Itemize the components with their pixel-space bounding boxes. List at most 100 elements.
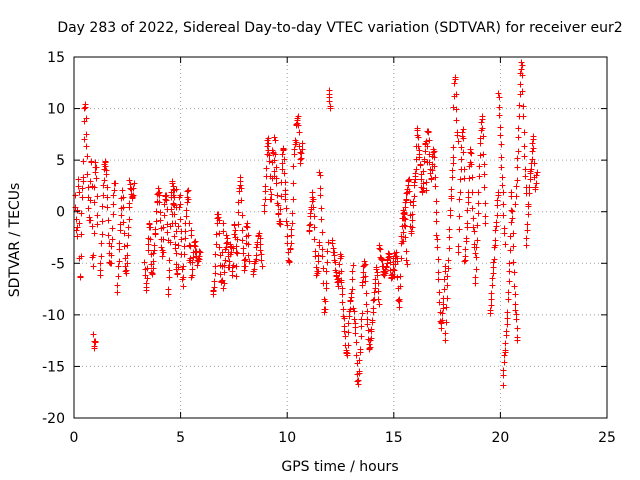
data-point bbox=[152, 226, 159, 233]
data-point bbox=[375, 280, 382, 287]
data-point bbox=[171, 233, 178, 240]
data-point bbox=[533, 180, 540, 187]
data-point bbox=[278, 193, 285, 200]
data-point bbox=[229, 268, 236, 275]
data-point bbox=[488, 296, 495, 303]
data-point bbox=[77, 274, 84, 281]
data-point bbox=[385, 250, 392, 257]
data-point bbox=[520, 103, 527, 110]
data-point bbox=[470, 215, 477, 222]
data-point bbox=[519, 72, 526, 79]
data-point bbox=[338, 279, 345, 286]
data-point bbox=[251, 266, 258, 273]
tick-labels: 0 5 10 15 20 25 -20 -15 -10 -5 0 5 10 15 bbox=[42, 50, 616, 446]
data-point bbox=[311, 213, 318, 220]
data-point bbox=[324, 259, 331, 266]
data-point bbox=[175, 223, 182, 230]
data-point bbox=[114, 282, 121, 289]
data-point bbox=[403, 196, 410, 203]
data-point bbox=[175, 264, 182, 271]
data-point bbox=[290, 196, 297, 203]
data-point bbox=[268, 191, 275, 198]
data-point bbox=[462, 253, 469, 260]
data-point bbox=[498, 154, 505, 161]
data-point bbox=[349, 276, 356, 283]
data-point bbox=[438, 320, 445, 327]
data-point bbox=[157, 217, 164, 224]
data-point bbox=[425, 129, 432, 136]
data-point bbox=[90, 331, 97, 338]
data-point bbox=[319, 253, 326, 260]
data-point bbox=[372, 276, 379, 283]
data-point bbox=[263, 165, 270, 172]
data-point bbox=[481, 184, 488, 191]
data-point bbox=[212, 270, 219, 277]
data-point bbox=[347, 297, 354, 304]
data-point bbox=[143, 284, 150, 291]
data-point bbox=[105, 232, 112, 239]
data-point bbox=[291, 146, 298, 153]
data-point bbox=[114, 289, 121, 296]
data-point bbox=[116, 246, 123, 253]
data-point bbox=[261, 208, 268, 215]
data-point bbox=[166, 267, 173, 274]
x-tick-label: 20 bbox=[491, 430, 509, 446]
data-point bbox=[316, 169, 323, 176]
data-point bbox=[118, 212, 125, 219]
data-point bbox=[182, 228, 189, 235]
data-point bbox=[160, 249, 167, 256]
data-point bbox=[307, 210, 314, 217]
data-point bbox=[397, 283, 404, 290]
data-point bbox=[120, 194, 127, 201]
data-point bbox=[295, 122, 302, 129]
data-point bbox=[424, 143, 431, 150]
data-point bbox=[257, 235, 264, 242]
data-point bbox=[402, 234, 409, 241]
data-point bbox=[84, 153, 91, 160]
data-point bbox=[177, 216, 184, 223]
data-point bbox=[277, 206, 284, 213]
data-point bbox=[362, 261, 369, 268]
data-point bbox=[74, 207, 81, 214]
data-point bbox=[245, 241, 252, 248]
data-point bbox=[78, 253, 85, 260]
data-point bbox=[167, 239, 174, 246]
data-point bbox=[494, 197, 501, 204]
data-point bbox=[416, 154, 423, 161]
data-point bbox=[191, 239, 198, 246]
data-point bbox=[436, 299, 443, 306]
data-point bbox=[345, 320, 352, 327]
data-point bbox=[511, 269, 518, 276]
data-point bbox=[91, 199, 98, 206]
data-point bbox=[144, 265, 151, 272]
data-point bbox=[363, 301, 370, 308]
data-point bbox=[458, 144, 465, 151]
data-point bbox=[123, 267, 130, 274]
data-point bbox=[514, 155, 521, 162]
data-point bbox=[446, 234, 453, 241]
data-point bbox=[320, 265, 327, 272]
data-point bbox=[401, 215, 408, 222]
data-point bbox=[273, 164, 280, 171]
data-point bbox=[497, 124, 504, 131]
data-point bbox=[525, 201, 532, 208]
data-point bbox=[126, 200, 133, 207]
data-point bbox=[150, 265, 157, 272]
data-point bbox=[433, 209, 440, 216]
data-point bbox=[479, 116, 486, 123]
data-point bbox=[90, 252, 97, 259]
data-point bbox=[514, 177, 521, 184]
data-point bbox=[453, 106, 460, 113]
data-point bbox=[310, 204, 317, 211]
data-point bbox=[358, 333, 365, 340]
data-point bbox=[121, 230, 128, 237]
data-point bbox=[502, 241, 509, 248]
x-axis-label: GPS time / hours bbox=[281, 459, 398, 475]
data-point bbox=[88, 158, 95, 165]
data-point bbox=[323, 280, 330, 287]
data-point bbox=[435, 256, 442, 263]
data-point bbox=[223, 240, 230, 247]
data-point bbox=[488, 290, 495, 297]
data-point bbox=[449, 174, 456, 181]
data-point bbox=[426, 137, 433, 144]
